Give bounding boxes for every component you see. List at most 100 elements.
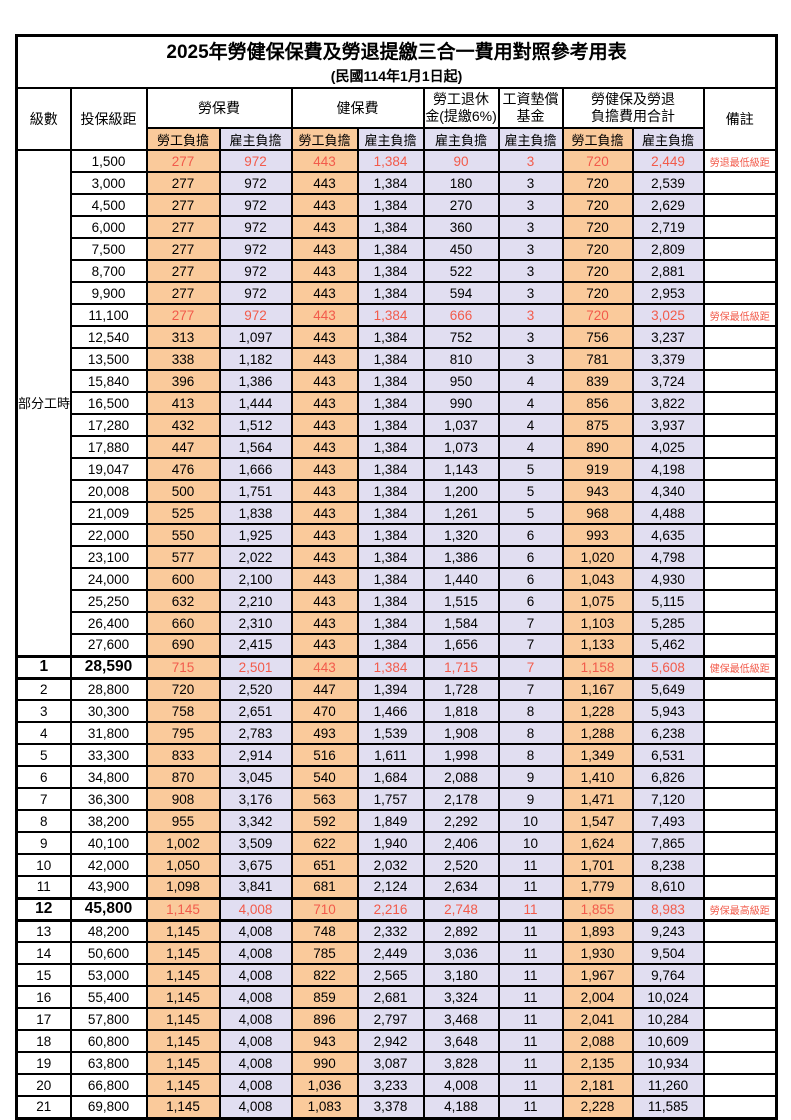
wage-fund-employer-cell: 6 bbox=[497, 523, 564, 547]
labor-employer-cell: 1,512 bbox=[218, 413, 293, 437]
pension-employer-cell: 270 bbox=[422, 193, 500, 217]
health-employer-cell: 2,032 bbox=[356, 853, 425, 877]
wage-fund-employer-cell: 4 bbox=[497, 435, 564, 459]
table-row: 15,840 396 1,386 443 1,384 950 4 839 3,724 bbox=[17, 369, 778, 393]
pension-employer-cell: 1,818 bbox=[422, 699, 500, 723]
pension-employer-cell: 2,088 bbox=[422, 765, 500, 789]
pension-employer-cell: 1,261 bbox=[422, 501, 500, 525]
bracket-cell: 6,000 bbox=[69, 215, 148, 239]
total-employee-cell: 919 bbox=[561, 457, 634, 481]
subheader-total-employee: 勞工負擔 bbox=[561, 127, 634, 151]
total-employee-cell: 1,471 bbox=[561, 787, 634, 811]
pension-employer-cell: 1,440 bbox=[422, 567, 500, 591]
labor-employee-cell: 1,145 bbox=[145, 1029, 221, 1053]
labor-employer-cell: 2,310 bbox=[218, 611, 293, 635]
table-row: 19,047 476 1,666 443 1,384 1,143 5 919 4,198 bbox=[17, 457, 778, 481]
pension-employer-cell: 522 bbox=[422, 259, 500, 283]
wage-fund-employer-cell: 3 bbox=[497, 193, 564, 217]
note-cell bbox=[702, 259, 778, 283]
pension-employer-cell: 1,515 bbox=[422, 589, 500, 613]
bracket-cell: 27,600 bbox=[69, 633, 148, 657]
table-row: 19 63,800 1,145 4,008 990 3,087 3,828 11 2,135 10… bbox=[15, 1051, 778, 1075]
labor-employer-cell: 4,008 bbox=[218, 985, 293, 1009]
health-employer-cell: 2,332 bbox=[356, 919, 425, 943]
bracket-cell: 17,880 bbox=[69, 435, 148, 459]
health-employee-cell: 443 bbox=[290, 259, 359, 283]
pension-employer-cell: 752 bbox=[422, 325, 500, 349]
total-employee-cell: 720 bbox=[561, 237, 634, 261]
table-row: 16,500 413 1,444 443 1,384 990 4 856 3,822 bbox=[17, 391, 778, 415]
total-employee-cell: 2,041 bbox=[561, 1007, 634, 1031]
wage-fund-employer-cell: 11 bbox=[497, 1051, 564, 1075]
table-row: 11,100 277 972 443 1,384 666 3 720 3,025 勞保最低級距 bbox=[17, 303, 778, 327]
labor-employer-cell: 4,008 bbox=[218, 1051, 293, 1075]
health-employee-cell: 1,083 bbox=[290, 1095, 359, 1119]
wage-fund-employer-cell: 11 bbox=[497, 875, 564, 899]
health-employee-cell: 443 bbox=[290, 369, 359, 393]
health-employer-cell: 1,384 bbox=[356, 215, 425, 239]
wage-fund-employer-cell: 4 bbox=[497, 369, 564, 393]
health-employee-cell: 493 bbox=[290, 721, 359, 745]
total-employer-cell: 5,649 bbox=[631, 677, 705, 701]
total-employee-cell: 1,228 bbox=[561, 699, 634, 723]
subheader-pension-employer: 雇主負擔 bbox=[422, 127, 500, 151]
pension-employer-cell: 594 bbox=[422, 281, 500, 305]
wage-fund-employer-cell: 8 bbox=[497, 743, 564, 767]
health-employee-cell: 443 bbox=[290, 281, 359, 305]
table-row: 10 42,000 1,050 3,675 651 2,032 2,520 11 1,701 8,… bbox=[15, 853, 778, 877]
level-cell: 5 bbox=[15, 743, 72, 767]
labor-employer-cell: 2,210 bbox=[218, 589, 293, 613]
level-cell: 6 bbox=[15, 765, 72, 789]
bracket-cell: 16,500 bbox=[69, 391, 148, 415]
note-cell: 勞退最低級距 bbox=[702, 149, 778, 173]
pension-employer-cell: 2,406 bbox=[422, 831, 500, 855]
bracket-cell: 12,540 bbox=[69, 325, 148, 349]
pension-employer-cell: 1,908 bbox=[422, 721, 500, 745]
health-employer-cell: 1,384 bbox=[356, 413, 425, 437]
health-employee-cell: 990 bbox=[290, 1051, 359, 1075]
labor-employer-cell: 4,008 bbox=[218, 919, 293, 943]
labor-employee-cell: 577 bbox=[145, 545, 221, 569]
wage-fund-employer-cell: 6 bbox=[497, 567, 564, 591]
note-cell bbox=[702, 171, 778, 195]
table-row: 6,000 277 972 443 1,384 360 3 720 2,719 bbox=[17, 215, 778, 239]
level-cell: 19 bbox=[15, 1051, 72, 1075]
bracket-cell: 55,400 bbox=[69, 985, 148, 1009]
health-employee-cell: 443 bbox=[290, 171, 359, 195]
labor-employee-cell: 908 bbox=[145, 787, 221, 811]
labor-employee-cell: 476 bbox=[145, 457, 221, 481]
total-employer-cell: 3,379 bbox=[631, 347, 705, 371]
pension-employer-cell: 1,037 bbox=[422, 413, 500, 437]
bracket-cell: 8,700 bbox=[69, 259, 148, 283]
total-employer-cell: 5,115 bbox=[631, 589, 705, 613]
pension-employer-cell: 2,892 bbox=[422, 919, 500, 943]
note-cell bbox=[702, 787, 778, 811]
wage-fund-employer-cell: 3 bbox=[497, 347, 564, 371]
bracket-cell: 25,250 bbox=[69, 589, 148, 613]
labor-employer-cell: 1,564 bbox=[218, 435, 293, 459]
total-employer-cell: 2,809 bbox=[631, 237, 705, 261]
bracket-cell: 28,800 bbox=[69, 677, 148, 701]
total-employee-cell: 2,181 bbox=[561, 1073, 634, 1097]
total-employer-cell: 2,881 bbox=[631, 259, 705, 283]
total-employer-cell: 8,238 bbox=[631, 853, 705, 877]
labor-employer-cell: 3,675 bbox=[218, 853, 293, 877]
table-row: 11 43,900 1,098 3,841 681 2,124 2,634 11 1,779 8,… bbox=[15, 875, 778, 899]
total-employee-cell: 756 bbox=[561, 325, 634, 349]
bracket-cell: 48,200 bbox=[69, 919, 148, 943]
total-employer-cell: 6,531 bbox=[631, 743, 705, 767]
table-row: 7,500 277 972 443 1,384 450 3 720 2,809 bbox=[17, 237, 778, 261]
bracket-cell: 57,800 bbox=[69, 1007, 148, 1031]
wage-fund-employer-cell: 8 bbox=[497, 721, 564, 745]
health-employee-cell: 443 bbox=[290, 413, 359, 437]
total-employee-cell: 1,103 bbox=[561, 611, 634, 635]
subheader-total-employer: 雇主負擔 bbox=[631, 127, 705, 151]
table-row: 13,500 338 1,182 443 1,384 810 3 781 3,379 bbox=[17, 347, 778, 371]
health-employer-cell: 1,384 bbox=[356, 589, 425, 613]
health-employee-cell: 443 bbox=[290, 149, 359, 173]
table-row: 6 34,800 870 3,045 540 1,684 2,088 9 1,410 6,826 bbox=[15, 765, 778, 789]
total-employee-cell: 890 bbox=[561, 435, 634, 459]
note-cell bbox=[702, 1029, 778, 1053]
health-employer-cell: 2,449 bbox=[356, 941, 425, 965]
table-row: 17,880 447 1,564 443 1,384 1,073 4 890 4,025 bbox=[17, 435, 778, 459]
